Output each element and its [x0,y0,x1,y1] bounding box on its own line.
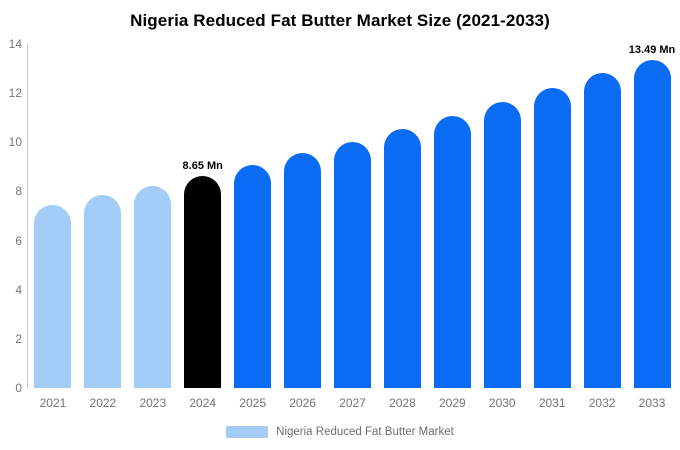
bar-slot-2021 [28,44,78,388]
bar-2022 [84,195,122,388]
bar-2026 [284,153,322,388]
bar-slot-2027 [328,44,378,388]
bar-slot-2028 [377,44,427,388]
bar-2033 [633,60,671,388]
bar-slot-2031 [527,44,577,388]
bar-2024 [184,175,222,388]
bar-2028 [383,129,421,388]
bar-slot-2032 [577,44,627,388]
plot-area: 8.65 Mn 13.49 Mn [28,44,677,388]
bar-value-label-2033: 13.49 Mn [628,44,676,56]
legend: Nigeria Reduced Fat Butter Market [0,426,680,438]
ytick-2: 2 [15,331,22,346]
ytick-0: 0 [15,381,22,395]
bar-2021 [34,204,72,388]
xtick-2031: 2031 [538,396,566,410]
ytick-12: 12 [8,86,22,101]
ytick-8: 8 [15,184,22,199]
xtick-2028: 2028 [389,396,416,410]
bar-slot-2030 [477,44,527,388]
bar-slot-2033: 13.49 Mn [627,44,677,388]
bar-2025 [234,164,272,388]
legend-swatch [226,426,269,438]
xtick-2027: 2027 [339,396,366,410]
bar-2032 [583,72,621,388]
bar-2027 [333,141,371,388]
xtick-2022: 2022 [89,396,117,410]
y-axis-line [27,44,28,389]
legend-label: Nigeria Reduced Fat Butter Market [276,426,454,438]
ytick-14: 14 [8,37,22,51]
bar-slot-2023 [128,44,178,388]
xtick-2025: 2025 [239,396,266,410]
bar-2031 [533,87,571,388]
xtick-2023: 2023 [139,396,167,410]
bar-slot-2025 [228,44,278,388]
bar-2023 [134,185,172,388]
xtick-2024: 2024 [189,396,217,410]
xtick-2021: 2021 [39,396,67,410]
bar-value-label-2024: 8.65 Mn [182,159,223,172]
ytick-4: 4 [15,282,22,297]
bar-2030 [483,102,521,388]
x-axis-tick-labels: 2021 2022 2023 2024 2025 2026 2027 2028 2029 2030… [28,396,677,410]
xtick-2029: 2029 [438,396,466,410]
xtick-2030: 2030 [488,396,516,410]
chart-title: Nigeria Reduced Fat Butter Market Size (… [130,11,550,30]
bar-slot-2024: 8.65 Mn [178,44,228,388]
ytick-6: 6 [15,233,22,248]
xtick-2032: 2032 [588,396,616,410]
xtick-2033: 2033 [638,396,666,410]
bar-slot-2022 [78,44,128,388]
bar-slot-2029 [427,44,477,388]
ytick-10: 10 [8,135,22,150]
bar-slot-2026 [278,44,328,388]
bar-2029 [433,116,471,388]
xtick-2026: 2026 [289,396,316,410]
